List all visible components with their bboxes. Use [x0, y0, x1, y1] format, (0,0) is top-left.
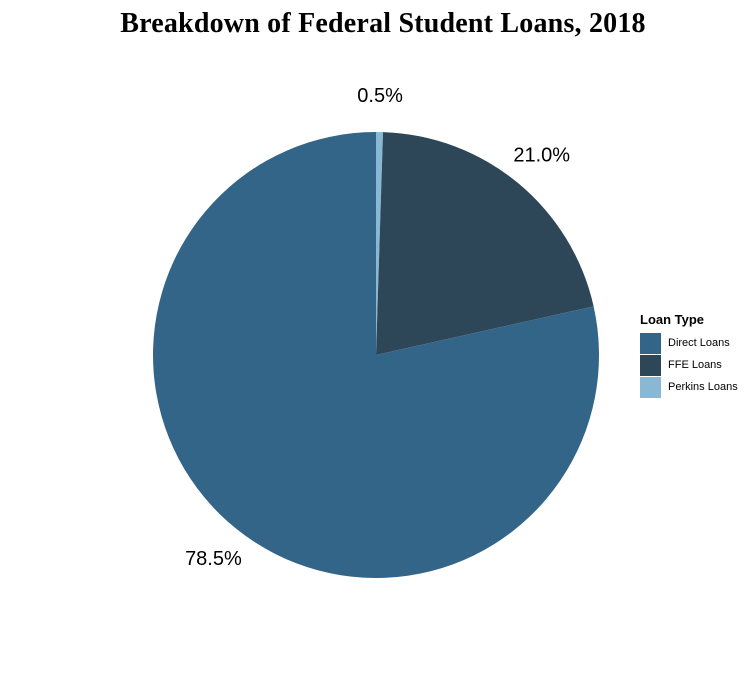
chart-title: Breakdown of Federal Student Loans, 2018 [120, 8, 646, 39]
legend-label: Direct Loans [668, 337, 730, 349]
legend-label: Perkins Loans [668, 381, 738, 393]
legend-item-direct-loans: Direct Loans [640, 332, 738, 354]
pie-slices [153, 132, 599, 579]
legend-label: FFE Loans [668, 359, 722, 371]
pie-slice-ffe-loans [376, 132, 594, 355]
slice-label-ffe-loans: 21.0% [513, 145, 570, 167]
pie-slice-perkins-loans [376, 132, 384, 355]
legend-swatch [640, 354, 661, 376]
legend-swatch [640, 376, 661, 398]
slice-label-perkins-loans: 0.5% [357, 85, 403, 107]
slice-label-direct-loans: 78.5% [185, 548, 242, 570]
legend-swatch [640, 332, 661, 354]
pie-slice-direct-loans [153, 132, 599, 579]
pie-labels: 0.5% 21.0% 78.5% [185, 85, 570, 570]
legend-title: Loan Type [640, 312, 705, 327]
legend: Loan Type Direct Loans FFE Loans Perkins… [640, 312, 738, 398]
legend-item-perkins-loans: Perkins Loans [640, 376, 738, 398]
legend-item-ffe-loans: FFE Loans [640, 354, 738, 376]
